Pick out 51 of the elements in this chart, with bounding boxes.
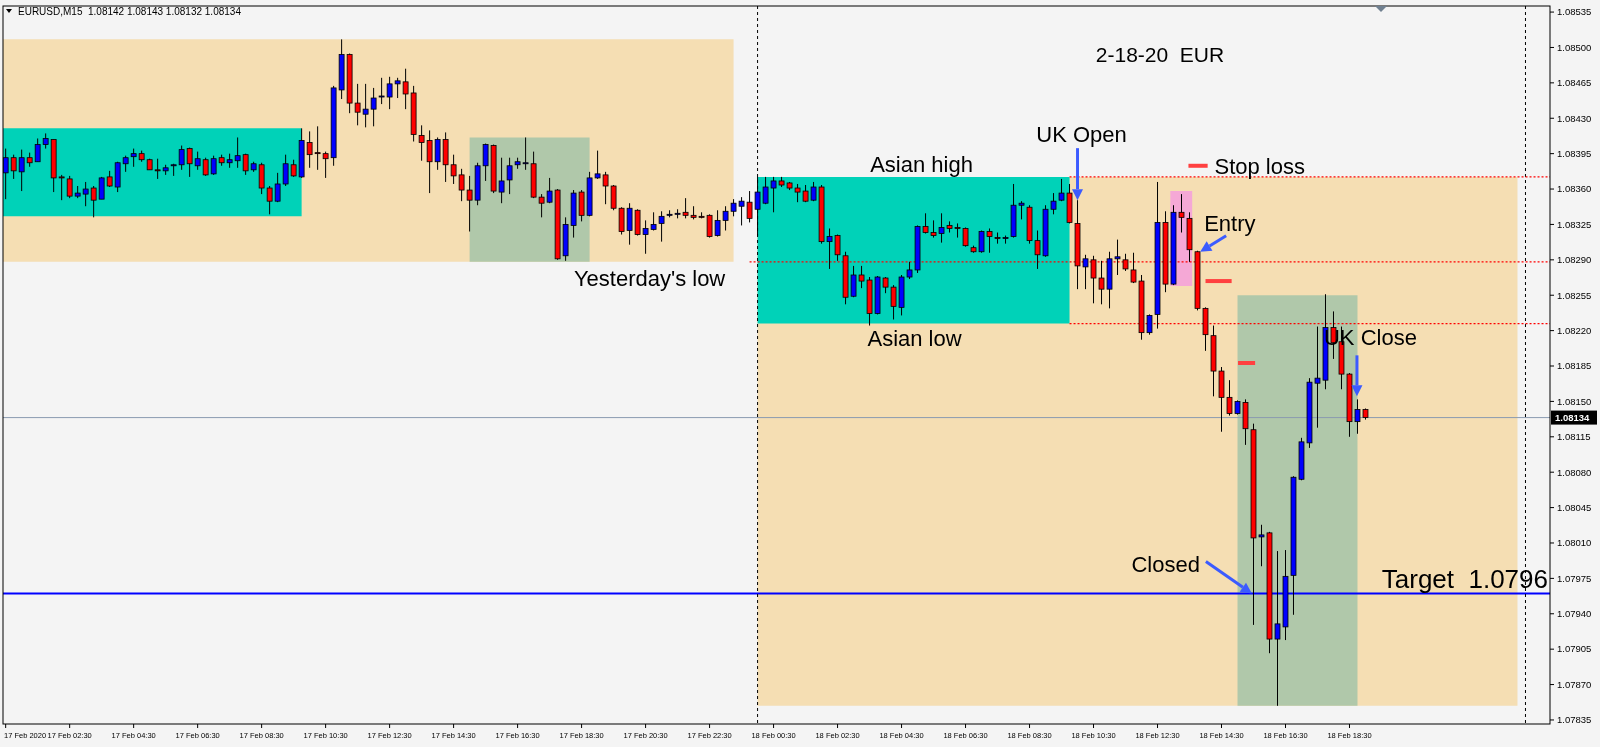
candlestick (90, 185, 97, 218)
annotation: Entry (1204, 210, 1256, 236)
y-tick-label: 1.08220 (1557, 324, 1592, 336)
candlestick (130, 148, 137, 168)
y-tick-label: 1.08395 (1557, 147, 1592, 159)
candlestick (18, 149, 25, 192)
candlestick (658, 210, 665, 243)
annotation: Yesterday's low (573, 265, 726, 291)
y-tick-label: 1.08465 (1557, 77, 1592, 89)
y-tick-label: 1.08150 (1557, 395, 1592, 407)
y-tick-label: 1.08535 (1557, 6, 1592, 18)
y-tick-label: 1.08080 (1557, 466, 1592, 478)
candlestick (186, 147, 193, 178)
candlestick (202, 157, 209, 177)
ref-line-label: Target 1.0796 (1381, 563, 1548, 594)
y-tick-label: 1.07975 (1557, 572, 1592, 584)
y-tick-label: 1.08500 (1557, 41, 1592, 53)
y-tick-label: 1.08185 (1557, 360, 1592, 372)
candlestick (154, 158, 161, 180)
annotation: Stop loss (1214, 153, 1306, 179)
y-tick-label: 1.08430 (1557, 112, 1592, 124)
text: 2-18-20 EUR (1095, 43, 1225, 66)
candlestick (10, 154, 17, 180)
candlestick (82, 181, 89, 207)
annotation: Asian high (870, 151, 973, 177)
y-tick-label: 1.07870 (1557, 678, 1592, 690)
y-tick-label: 1.07905 (1557, 643, 1592, 655)
candlestick (210, 155, 217, 176)
candlestick (34, 137, 41, 163)
y-tick-label: 1.08325 (1557, 218, 1592, 230)
candlestick (178, 145, 185, 171)
candlestick (58, 174, 65, 201)
y-tick-label: 1.08360 (1557, 183, 1592, 195)
y-tick-label: 1.07835 (1557, 714, 1592, 726)
annotation: EURUSD,M15 1.08142 1.08143 1.08132 1.08134 (18, 6, 242, 17)
y-tick-label: 1.08115 (1557, 431, 1591, 443)
candlestick (258, 162, 265, 195)
candlestick (274, 172, 281, 203)
annotation: UK Open (1036, 122, 1127, 148)
y-tick-label: 1.07940 (1557, 608, 1592, 620)
candlestick (234, 136, 241, 169)
ref-line-label: 1.08134 (1555, 411, 1591, 423)
y-tick-label: 1.08010 (1557, 537, 1592, 549)
y-tick-label: 1.08045 (1557, 501, 1592, 513)
y-tick-label: 1.08255 (1557, 289, 1592, 301)
candlestick (194, 151, 201, 171)
candlestick (66, 175, 73, 199)
candlestick (266, 185, 273, 215)
annotation: Asian low (867, 325, 962, 351)
annotation: Closed (1131, 551, 1200, 577)
y-tick-label: 1.08290 (1557, 254, 1592, 266)
